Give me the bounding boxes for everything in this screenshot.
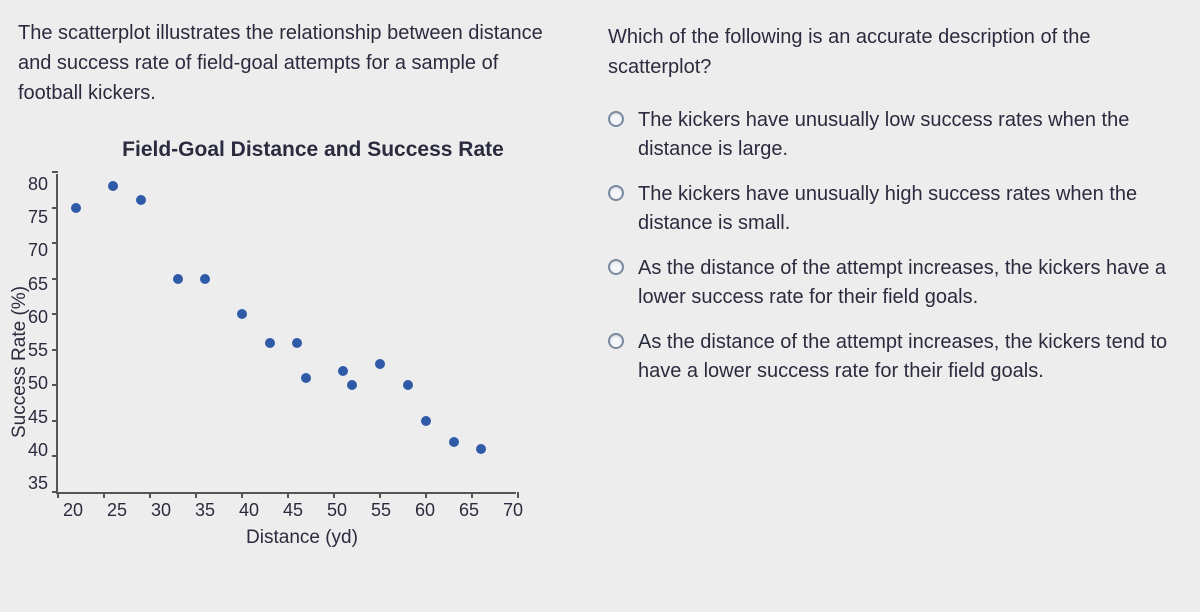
answer-option[interactable]: As the distance of the attempt increases… <box>608 328 1182 386</box>
plot-area <box>56 174 516 494</box>
y-tick-label: 65 <box>28 274 48 295</box>
x-tick-label: 40 <box>239 500 259 521</box>
data-point <box>71 203 81 213</box>
y-tick-label: 80 <box>28 174 48 195</box>
y-tick-label: 45 <box>28 407 48 428</box>
y-tick-label: 35 <box>28 473 48 494</box>
x-tick-label: 20 <box>63 500 83 521</box>
radio-button[interactable] <box>608 111 624 127</box>
y-tick-label: 70 <box>28 240 48 261</box>
x-tick-label: 30 <box>151 500 171 521</box>
x-tick-label: 50 <box>327 500 347 521</box>
data-point <box>136 195 146 205</box>
radio-button[interactable] <box>608 185 624 201</box>
data-point <box>403 380 413 390</box>
question-text: Which of the following is an accurate de… <box>608 22 1182 82</box>
data-point <box>292 338 302 348</box>
data-point <box>173 274 183 284</box>
y-tick-label: 55 <box>28 340 48 361</box>
data-point <box>421 416 431 426</box>
x-tick-label: 55 <box>371 500 391 521</box>
data-point <box>347 380 357 390</box>
chart-title: Field-Goal Distance and Success Rate <box>58 138 568 162</box>
x-tick-label: 60 <box>415 500 435 521</box>
x-tick-label: 35 <box>195 500 215 521</box>
data-point <box>338 366 348 376</box>
answer-option[interactable]: The kickers have unusually low success r… <box>608 106 1182 164</box>
y-axis-label: Success Rate (%) <box>9 285 31 437</box>
data-point <box>108 181 118 191</box>
answer-option[interactable]: The kickers have unusually high success … <box>608 180 1182 238</box>
radio-button[interactable] <box>608 333 624 349</box>
y-tick-label: 60 <box>28 307 48 328</box>
answer-option[interactable]: As the distance of the attempt increases… <box>608 254 1182 312</box>
y-tick-label: 50 <box>28 373 48 394</box>
y-axis-ticks: 80 75 70 65 60 55 50 45 40 35 <box>28 174 56 494</box>
x-tick-label: 70 <box>503 500 523 521</box>
option-text: The kickers have unusually high success … <box>638 180 1182 238</box>
options-list: The kickers have unusually low success r… <box>608 106 1182 386</box>
data-point <box>200 274 210 284</box>
data-point <box>237 309 247 319</box>
intro-text: The scatterplot illustrates the relation… <box>18 18 568 108</box>
y-tick-label: 40 <box>28 440 48 461</box>
data-point <box>265 338 275 348</box>
data-point <box>301 373 311 383</box>
option-text: As the distance of the attempt increases… <box>638 328 1182 386</box>
x-tick-label: 65 <box>459 500 479 521</box>
data-point <box>375 359 385 369</box>
x-tick-label: 45 <box>283 500 303 521</box>
radio-button[interactable] <box>608 259 624 275</box>
scatter-chart: Success Rate (%) 80757065605550454035 20… <box>28 174 568 549</box>
data-point <box>449 437 459 447</box>
option-text: As the distance of the attempt increases… <box>638 254 1182 312</box>
option-text: The kickers have unusually low success r… <box>638 106 1182 164</box>
x-axis-label: Distance (yd) <box>72 527 532 549</box>
y-tick-label: 75 <box>28 207 48 228</box>
x-axis-ticks: 20 25 30 35 40 45 50 55 60 65 70 <box>63 500 523 521</box>
data-point <box>476 444 486 454</box>
x-tick-label: 25 <box>107 500 127 521</box>
